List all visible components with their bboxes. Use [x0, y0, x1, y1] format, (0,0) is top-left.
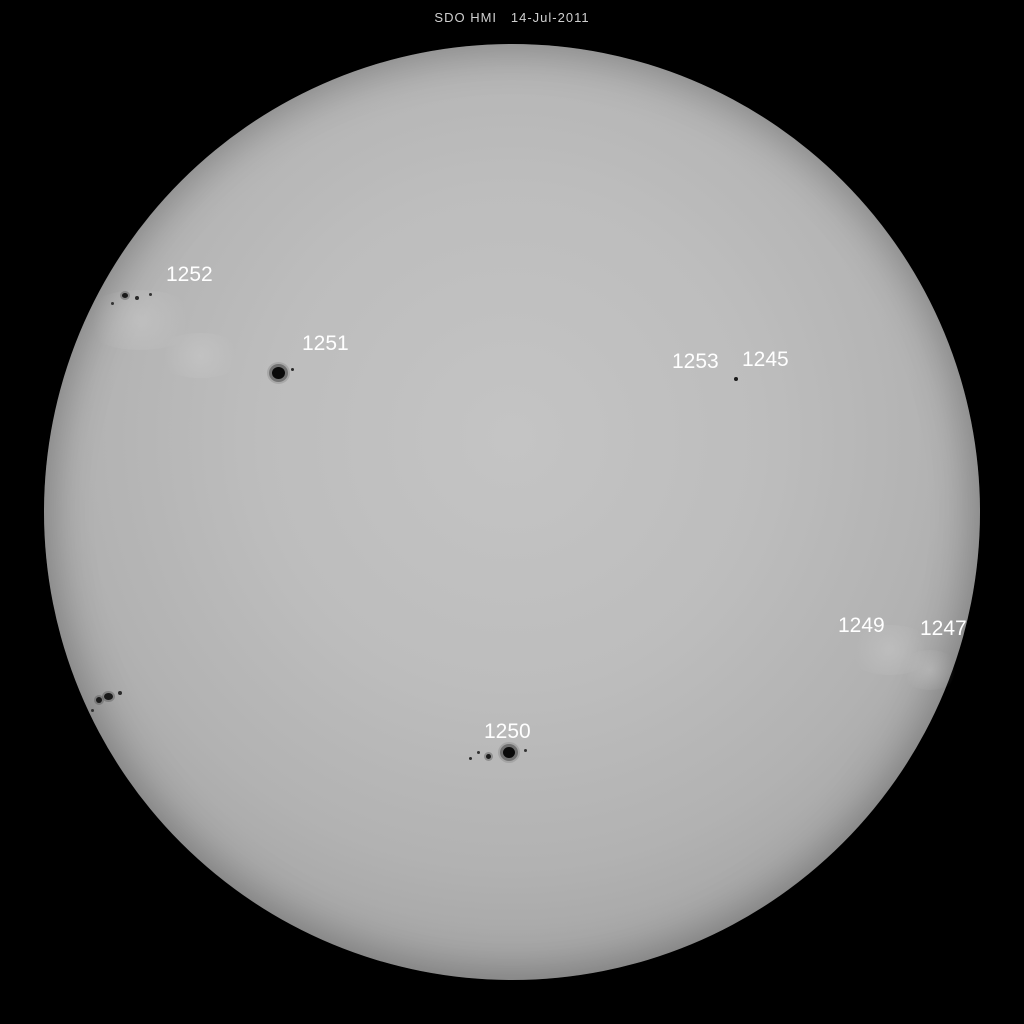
solar-disk — [44, 44, 980, 980]
active-region-label: 1249 — [838, 614, 885, 638]
faculae-patch — [155, 333, 245, 378]
sunspot — [135, 296, 139, 300]
sunspot — [104, 693, 113, 700]
observation-date: 14-Jul-2011 — [511, 10, 590, 25]
sunspot — [469, 757, 472, 760]
sunspot — [149, 293, 152, 296]
header-caption: SDO HMI 14-Jul-2011 — [434, 10, 589, 25]
active-region-label: 1253 — [672, 350, 719, 374]
sunspot — [524, 749, 527, 752]
active-region-label: 1252 — [166, 263, 213, 287]
sunspot — [118, 691, 122, 695]
active-region-label: 1251 — [302, 332, 349, 356]
active-region-label: 1247 — [920, 617, 967, 641]
sunspot — [486, 754, 491, 759]
sunspot — [477, 751, 480, 754]
sunspot — [96, 697, 102, 703]
sunspot — [111, 302, 114, 305]
faculae-patch — [900, 650, 960, 690]
active-region-label: 1250 — [484, 720, 531, 744]
active-region-label: 1245 — [742, 348, 789, 372]
sunspot — [91, 709, 94, 712]
instrument-label: SDO HMI — [434, 10, 497, 25]
sunspot — [122, 293, 128, 298]
sunspot — [291, 368, 294, 371]
sunspot — [503, 747, 515, 758]
sunspot — [272, 367, 285, 379]
sunspot — [734, 377, 738, 381]
